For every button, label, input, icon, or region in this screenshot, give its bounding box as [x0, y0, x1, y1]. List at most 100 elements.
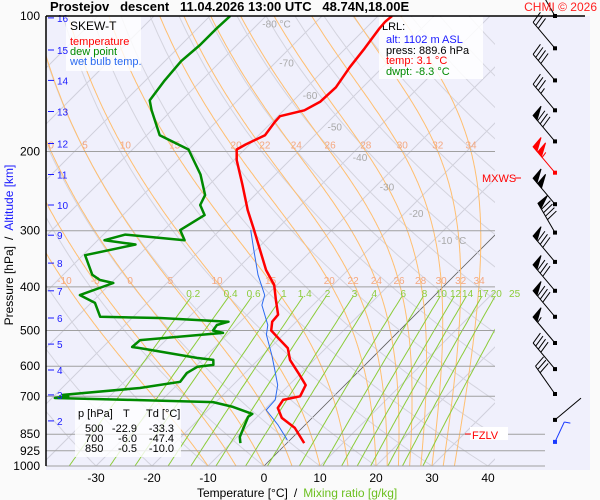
- wind-barb: [532, 281, 557, 319]
- isotherm-label: -70: [279, 59, 294, 70]
- altitude-tick-label: 12: [57, 140, 69, 151]
- wind-barb-pennant: [536, 173, 547, 190]
- wind-barb-feather: [539, 113, 548, 125]
- wind-barb-staff: [545, 0, 556, 17]
- isotherm: [207, 178, 495, 466]
- wind-barb-feather: [535, 335, 544, 347]
- table-header-t: T: [123, 408, 130, 420]
- wind-barb: [532, 73, 557, 113]
- isotherm-label: -40: [353, 153, 368, 164]
- table-cell: 700: [85, 433, 103, 445]
- wind-barb-feather: [537, 18, 546, 29]
- pressure-tick-label: 925: [20, 444, 40, 458]
- pressure-tick-label: 100: [20, 9, 40, 23]
- y-title-altitude: Altitude [km]: [2, 165, 16, 231]
- dry-adiabat: [294, 16, 495, 236]
- mixing-ratio-line: [401, 296, 495, 466]
- wind-barb-pennant: [532, 226, 542, 242]
- wind-barb-pennant: [536, 142, 547, 158]
- wind-barb-pennant: [532, 168, 542, 184]
- moist-adiabat-label: -5: [91, 276, 100, 287]
- moist-adiabat-label: 0: [127, 276, 133, 287]
- moist-adiabat-label: 22: [348, 276, 360, 287]
- wind-barb-staff: [532, 342, 556, 370]
- altitude-tick-label: 15: [57, 46, 69, 57]
- moist-adiabat-label: 5: [82, 141, 88, 152]
- wind-barb-staff: [532, 21, 556, 49]
- wind-barbs: [532, 0, 582, 444]
- wind-barb: [532, 307, 557, 345]
- wind-barb-feather: [537, 230, 546, 242]
- mixing-ratio-label: 6: [401, 289, 407, 300]
- mixing-ratio-line: [322, 296, 424, 466]
- moist-adiabat-label: 26: [325, 141, 337, 152]
- wind-barb: [532, 105, 557, 144]
- fzlv-marker: FZLV: [465, 427, 508, 442]
- lrl-alt: alt: 1102 m ASL: [386, 34, 463, 46]
- altitude-tick-label: 4: [57, 366, 63, 377]
- wind-barb-station: [553, 439, 557, 444]
- legend-title: SKEW-T: [70, 19, 117, 33]
- wind-barb-feather: [537, 110, 546, 122]
- wind-barb-feather: [542, 116, 551, 128]
- legend-temperature: temperature: [70, 36, 129, 48]
- wind-barb-station: [553, 170, 557, 175]
- wind-barb-feather: [537, 80, 546, 91]
- plot-background: [46, 16, 590, 470]
- temperature-tick-label: 10: [313, 471, 327, 485]
- altitude-tick-label: 14: [57, 76, 69, 87]
- freezing-isotherm: [263, 234, 495, 466]
- lrl-press: press: 889.6 hPa: [386, 45, 470, 57]
- wind-barb-pennant: [532, 307, 542, 323]
- moist-adiabat-label: 0: [48, 141, 54, 152]
- mxws-marker: MXWS: [482, 173, 521, 185]
- table-cell: -6.0: [118, 433, 137, 445]
- mixing-ratio-line: [266, 296, 374, 466]
- wind-barb-feather: [539, 262, 548, 274]
- table-cell: -10.0: [149, 443, 174, 455]
- table-cell: -0.5: [118, 443, 137, 455]
- wind-barb-feather: [539, 363, 549, 374]
- wind-barb-feather: [542, 237, 551, 248]
- wind-barb-half-feather: [564, 421, 571, 424]
- table-row: 500 -22.9 -33.3: [85, 423, 174, 435]
- wind-barb-feather: [545, 207, 555, 217]
- mixing-ratio-line: [356, 296, 455, 466]
- wind-barb-feather: [540, 341, 549, 353]
- dew-point-line: [53, 16, 254, 444]
- table-header-p: p [hPa]: [78, 408, 113, 420]
- moist-adiabat-label: 15: [265, 276, 277, 287]
- temperature-tick-label: 20: [369, 471, 383, 485]
- wind-barb-feather: [535, 47, 544, 58]
- wind-barb-staff: [535, 365, 556, 395]
- wind-barb-feather: [547, 210, 557, 221]
- mixing-ratio-line: [422, 328, 495, 466]
- dry-adiabat: [236, 16, 495, 301]
- wind-barb-feather: [535, 76, 544, 88]
- mixing-ratio-label: 12: [450, 289, 462, 300]
- mixing-ratio-label: 1: [281, 289, 287, 300]
- mixing-ratio-line: [298, 296, 403, 466]
- mxws-label: MXWS: [482, 173, 516, 185]
- isotherm: [319, 290, 495, 466]
- altitude-tick-label: 3: [57, 391, 63, 402]
- dry-adiabat: [323, 16, 495, 204]
- profiles: [53, 16, 393, 444]
- moist-adiabat-label: 24: [291, 141, 303, 152]
- pressure-tick-label: 1000: [13, 459, 40, 473]
- wind-barb-half-feather: [540, 88, 545, 94]
- wind-barb-station: [553, 78, 557, 83]
- isotherm: [375, 346, 495, 466]
- lrl-box: LRL: alt: 1102 m ASL press: 889.6 hPa te…: [379, 17, 483, 79]
- mixing-ratio-label: 20: [491, 289, 503, 300]
- isotherm: [46, 16, 267, 237]
- wind-barb-pennant: [532, 281, 542, 297]
- temperature-tick-label: -10: [199, 471, 217, 485]
- legend-dew-point: dew point: [70, 46, 117, 58]
- wind-barb-feather: [537, 285, 546, 297]
- lrl-dwpt: dwpt: -8.3 °C: [386, 66, 450, 78]
- wind-barb: [532, 168, 557, 207]
- wet-bulb-line: [250, 230, 288, 441]
- wind-barb-station: [553, 108, 557, 113]
